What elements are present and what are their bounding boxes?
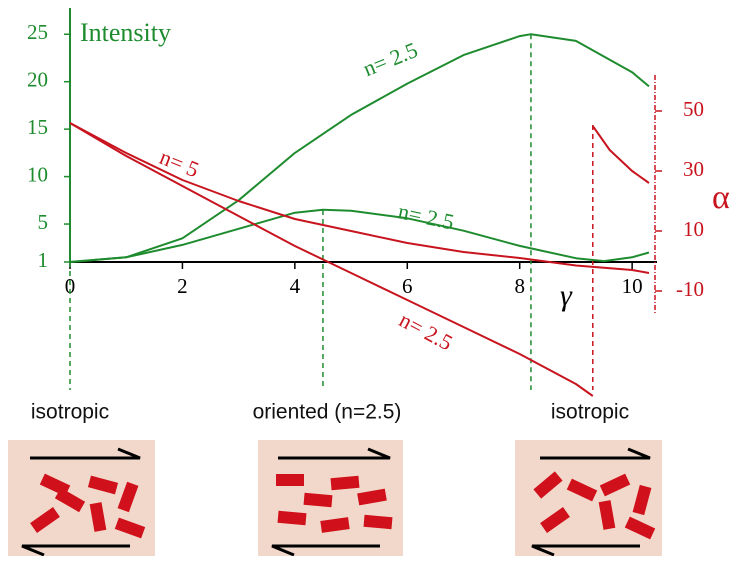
y2-tick-label: 50	[683, 97, 704, 121]
curve-label: n= 2.5	[359, 37, 421, 81]
x-tick-label: 2	[177, 274, 188, 298]
x-tick-label: 10	[622, 274, 643, 298]
y-tick-label: 20	[27, 67, 48, 91]
line	[69, 122, 650, 274]
line	[69, 33, 650, 263]
y-tick-label: 10	[27, 162, 48, 186]
curve-label: n= 2.5	[396, 198, 456, 234]
panels	[8, 440, 662, 557]
curve-label: n= 2.5	[395, 307, 457, 356]
rods	[30, 471, 656, 540]
state-label: oriented (n=2.5)	[253, 401, 402, 424]
state-label: isotropic	[31, 401, 109, 424]
y-axis-label: Intensity	[80, 18, 171, 47]
y-tick-label: 5	[38, 210, 49, 234]
y-tick-label: 25	[27, 20, 48, 44]
line	[69, 208, 650, 263]
x-tick-label: 4	[290, 274, 301, 298]
y2-axis-label: α	[712, 179, 730, 216]
x-tick-label: 8	[514, 274, 525, 298]
y2-tick-label: 10	[683, 217, 704, 241]
x-tick-label: 6	[402, 274, 413, 298]
state-label: isotropic	[551, 401, 629, 424]
y-tick-label: 15	[27, 115, 48, 139]
x-tick-label: 0	[65, 274, 76, 298]
line	[69, 122, 650, 397]
y2-tick-label: 30	[683, 157, 704, 181]
x-axis-label: γ	[560, 279, 573, 312]
y-tick-label: 1	[38, 248, 49, 272]
y2-tick-label: -10	[676, 277, 704, 301]
shear-arrows	[21, 447, 651, 557]
